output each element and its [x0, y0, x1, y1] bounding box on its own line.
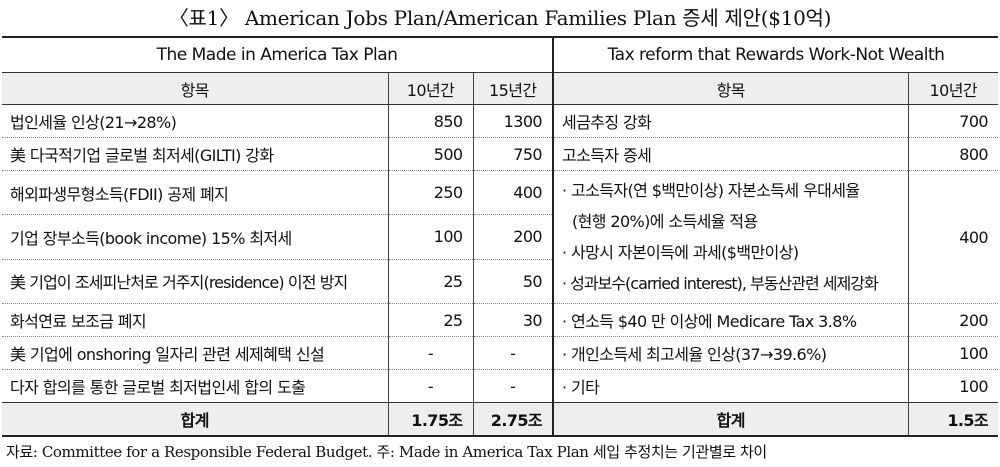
table-row: 美 기업이 조세피난처로 거주지(residence) 이전 방지 25 50 [2, 259, 998, 305]
right-total-10y: 1.5조 [908, 402, 999, 437]
left-15y-cell: 1300 [473, 104, 554, 138]
table-row: 美 다국적기업 글로벌 최저세(GILTI) 강화 500 750 고소득자 증… [2, 137, 999, 171]
grouped-item-line: · 성과보수(carried interest), 부동산관련 세제강화 [562, 274, 879, 293]
left-15y-cell: 50 [473, 259, 554, 305]
left-item-cell: 美 기업에 onshoring 일자리 관련 세제혜택 신설 [2, 336, 389, 370]
table-row: 화석연료 보조금 폐지 25 30 · 연소득 $40 만 이상에 Medica… [2, 303, 999, 337]
right-item-cell: 세금추징 강화 [553, 104, 909, 138]
right-grouped-item-cell: · 고소득자(연 $백만이상) 자본소득세 우대세율 (현행 20%)에 소득세… [553, 170, 909, 304]
right-10y-cell: 200 [908, 303, 999, 337]
right-item-cell: · 연소득 $40 만 이상에 Medicare Tax 3.8% [553, 303, 909, 337]
table-row: 美 기업에 onshoring 일자리 관련 세제혜택 신설 - - · 개인소… [2, 336, 999, 370]
right-col-item-header: 항목 [553, 72, 909, 105]
right-10y-cell: 100 [908, 369, 999, 403]
right-10y-cell: 800 [908, 137, 999, 171]
total-row: 합계 1.75조 2.75조 합계 1.5조 [2, 402, 999, 437]
left-item-cell: 다자 합의를 통한 글로벌 최저법인세 합의 도출 [2, 369, 389, 403]
right-grouped-10y-cell: 400 [908, 170, 999, 304]
table-title: 〈표1〉 American Jobs Plan/American Familie… [168, 6, 832, 30]
column-header-row: 항목 10년간 15년간 항목 10년간 [2, 72, 999, 105]
left-10y-cell: 25 [388, 259, 474, 305]
left-10y-cell: 850 [388, 104, 474, 138]
section-header-row: The Made in America Tax Plan Tax reform … [2, 36, 999, 73]
right-10y-cell: 700 [908, 104, 999, 138]
table-row: 다자 합의를 통한 글로벌 최저법인세 합의 도출 - - · 기타 100 [2, 369, 999, 403]
left-15y-cell: 400 [473, 170, 554, 216]
left-10y-cell: - [388, 336, 474, 370]
left-section-heading: The Made in America Tax Plan [2, 36, 554, 73]
left-item-cell: 기업 장부소득(book income) 15% 최저세 [2, 214, 389, 260]
table-row: 법인세율 인상(21→28%) 850 1300 세금추징 강화 700 [2, 104, 999, 138]
right-item-cell: · 기타 [553, 369, 909, 403]
left-10y-cell: 250 [388, 170, 474, 216]
source-note: 자료: Committee for a Responsible Federal … [6, 443, 767, 461]
left-item-cell: 해외파생무형소득(FDII) 공제 폐지 [2, 170, 389, 216]
left-10y-cell: 100 [388, 214, 474, 260]
left-total-label: 합계 [2, 402, 389, 437]
left-item-cell: 美 다국적기업 글로벌 최저세(GILTI) 강화 [2, 137, 389, 171]
left-total-15y: 2.75조 [473, 402, 554, 437]
left-10y-cell: - [388, 369, 474, 403]
table-row: 해외파생무형소득(FDII) 공제 폐지 250 400 · 고소득자(연 $백… [2, 170, 999, 304]
left-10y-cell: 500 [388, 137, 474, 171]
left-item-cell: 美 기업이 조세피난처로 거주지(residence) 이전 방지 [2, 259, 389, 305]
left-15y-cell: 30 [473, 303, 554, 337]
right-section-heading: Tax reform that Rewards Work-Not Wealth [553, 36, 999, 73]
grouped-item-line: · 고소득자(연 $백만이상) 자본소득세 우대세율 [562, 181, 860, 200]
right-col-10y-header: 10년간 [908, 72, 999, 105]
left-item-cell: 법인세율 인상(21→28%) [2, 104, 389, 138]
tax-proposal-table: The Made in America Tax Plan Tax reform … [2, 36, 999, 437]
left-15y-cell: 200 [473, 214, 554, 260]
right-item-cell: 고소득자 증세 [553, 137, 909, 171]
right-total-label: 합계 [553, 402, 909, 437]
table-row: 기업 장부소득(book income) 15% 최저세 100 200 [2, 214, 998, 260]
left-total-10y: 1.75조 [388, 402, 474, 437]
left-15y-cell: - [473, 336, 554, 370]
left-col-item-header: 항목 [2, 72, 389, 105]
left-15y-cell: - [473, 369, 554, 403]
left-10y-cell: 25 [388, 303, 474, 337]
left-col-15y-header: 15년간 [473, 72, 554, 105]
grouped-item-line: · 사망시 자본이득에 과세($백만이상) [562, 243, 799, 262]
right-item-cell: · 개인소득세 최고세율 인상(37→39.6%) [553, 336, 909, 370]
grouped-item-line: (현행 20%)에 소득세율 적용 [572, 212, 758, 231]
left-col-10y-header: 10년간 [388, 72, 474, 105]
left-item-cell: 화석연료 보조금 폐지 [2, 303, 389, 337]
right-10y-cell: 100 [908, 336, 999, 370]
left-15y-cell: 750 [473, 137, 554, 171]
